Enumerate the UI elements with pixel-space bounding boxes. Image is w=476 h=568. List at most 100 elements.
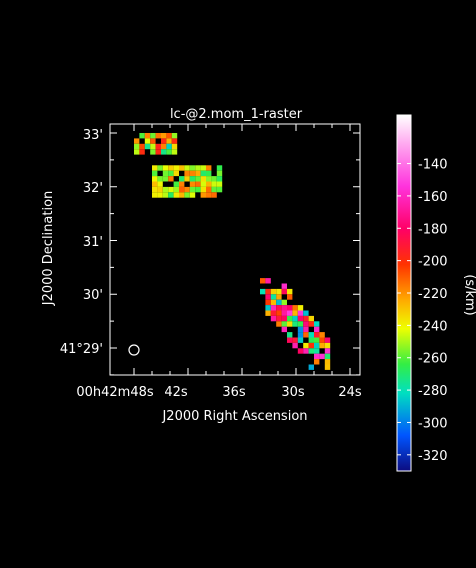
heatmap-pixel [166, 138, 172, 144]
heatmap-pixel [303, 332, 309, 338]
x-tick-label: 30s [281, 385, 305, 400]
heatmap-pixel [162, 165, 169, 171]
heatmap-pixel [314, 321, 320, 327]
heatmap-pixel [211, 192, 217, 198]
heatmap-pixel [200, 176, 206, 182]
heatmap-pixel [144, 143, 151, 150]
heatmap-pixel [157, 165, 163, 171]
heatmap-pixel [144, 133, 151, 139]
heatmap-pixel [292, 310, 298, 316]
heatmap-pixel [161, 133, 167, 139]
heatmap-pixel [166, 133, 172, 139]
heatmap-pixel [287, 294, 293, 300]
heatmap-pixel [314, 337, 320, 343]
heatmap-pixel [319, 353, 325, 360]
heatmap-pixel [189, 186, 196, 193]
heatmap-pixel [319, 342, 325, 349]
heatmap-pixel [314, 348, 320, 354]
heatmap-pixel [297, 326, 304, 333]
heatmap-pixel [308, 342, 314, 349]
heatmap-pixels [134, 133, 331, 370]
heatmap-pixel [200, 165, 206, 171]
colorbar-tick-label: -180 [418, 222, 448, 237]
heatmap-pixel [276, 288, 282, 295]
heatmap-pixel [281, 315, 287, 322]
heatmap-pixel [297, 321, 304, 327]
heatmap-pixel [270, 310, 277, 316]
heatmap-pixel [179, 165, 185, 171]
heatmap-pixel [195, 165, 201, 171]
y-tick-label: 41°29' [60, 342, 103, 357]
heatmap-pixel [276, 294, 282, 300]
heatmap-pixel [265, 299, 271, 306]
heatmap-pixel [161, 149, 167, 155]
heatmap-pixel [314, 332, 320, 338]
heatmap-pixel [184, 170, 190, 177]
heatmap-pixel [211, 181, 217, 187]
heatmap-pixel [168, 186, 174, 193]
heatmap-pixel [155, 133, 161, 139]
heatmap-pixel [184, 165, 190, 171]
heatmap-pixel [179, 176, 185, 182]
heatmap-pixel [150, 149, 156, 155]
heatmap-pixel [211, 186, 217, 193]
heatmap-pixel [270, 305, 277, 311]
x-axis-label: J2000 Right Ascension [161, 409, 307, 424]
heatmap-pixel [200, 170, 206, 177]
heatmap-pixel [206, 170, 212, 177]
heatmap-pixel [216, 186, 223, 193]
heatmap-pixel [216, 170, 223, 177]
heatmap-pixel [324, 359, 331, 365]
heatmap-pixel [308, 364, 314, 370]
heatmap-pixel [200, 192, 206, 198]
x-tick-labels: 00h42m48s 42s 36s 30s 24s [76, 385, 362, 400]
heatmap-pixel [152, 170, 158, 177]
heatmap-pixel [162, 192, 169, 198]
heatmap-pixel [134, 149, 140, 155]
heatmap-pixel [265, 310, 271, 316]
x-tick-label: 42s [164, 385, 188, 400]
heatmap-pixel [265, 305, 271, 311]
heatmap-pixel [150, 133, 156, 139]
heatmap-pixel [150, 143, 156, 150]
heatmap-pixel [265, 278, 271, 284]
heatmap-pixel [308, 348, 314, 354]
heatmap-pixel [276, 315, 282, 322]
heatmap-pixel [162, 176, 169, 182]
heatmap-pixel [324, 364, 331, 370]
heatmap-pixel [292, 337, 298, 343]
heatmap-pixel [303, 321, 309, 327]
heatmap-pixel [162, 170, 169, 177]
heatmap-pixel [171, 143, 178, 150]
heatmap-pixel [303, 315, 309, 322]
heatmap-pixel [211, 176, 217, 182]
colorbar-ticks: -140 -160 -180 -200 -220 -240 -260 -280 -300 -320 [397, 158, 448, 464]
heatmap-pixel [152, 186, 158, 193]
y-tick-label: 32' [83, 181, 103, 196]
heatmap-pixel [270, 315, 277, 322]
colorbar-tick-label: -320 [418, 449, 448, 464]
y-tick-labels: 33' 32' 31' 30' 41°29' [60, 128, 103, 357]
heatmap-pixel [297, 337, 304, 343]
heatmap-pixel [260, 278, 266, 284]
heatmap-pixel [171, 149, 178, 155]
heatmap-pixel [324, 342, 331, 349]
heatmap-pixel [324, 353, 331, 360]
heatmap-pixel [281, 310, 287, 316]
heatmap-pixel [297, 315, 304, 322]
heatmap-pixel [171, 138, 178, 144]
heatmap-pixel [179, 186, 185, 193]
heatmap-pixel [157, 176, 163, 182]
heatmap-pixel [168, 192, 174, 198]
heatmap-pixel [189, 176, 196, 182]
heatmap-pixel [297, 310, 304, 316]
heatmap-pixel [292, 342, 298, 349]
chart-title: lc-@2.mom_1-raster [170, 107, 303, 122]
beam-circle [128, 344, 140, 356]
heatmap-pixel [206, 176, 212, 182]
heatmap-pixel [195, 186, 201, 193]
heatmap-pixel [206, 186, 212, 193]
heatmap-pixel [155, 149, 161, 155]
heatmap-pixel [216, 176, 223, 182]
